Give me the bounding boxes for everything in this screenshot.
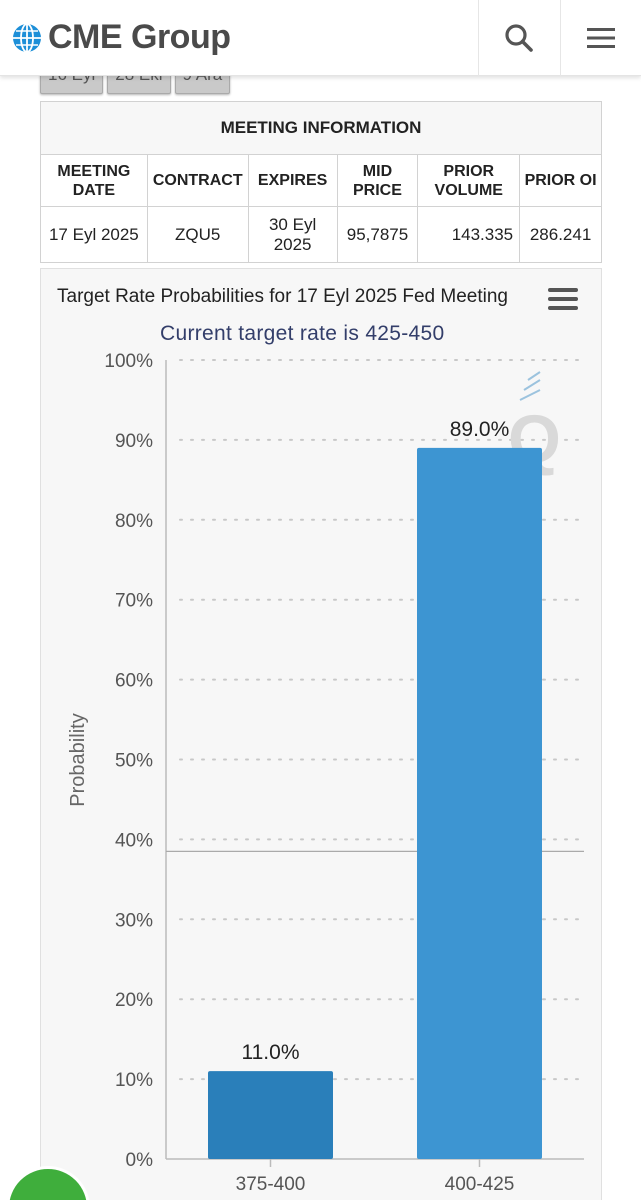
search-icon	[504, 24, 533, 52]
y-axis-label: Probability	[67, 713, 89, 806]
column-header: CONTRACT	[146, 154, 249, 207]
hamburger-menu-icon	[586, 28, 615, 48]
y-tick-label: 80%	[115, 511, 153, 532]
y-tick-label: 0%	[126, 1150, 154, 1171]
y-tick-label: 90%	[115, 431, 153, 452]
y-tick-label: 100%	[104, 351, 153, 372]
x-tick-label: 375-400	[236, 1174, 306, 1195]
y-tick-label: 40%	[115, 830, 153, 851]
chart-title: Target Rate Probabilities for 17 Eyl 202…	[57, 286, 508, 307]
chart-context-menu-button[interactable]	[548, 288, 578, 314]
hamburger-bar	[548, 306, 578, 310]
column-header: EXPIRES	[247, 154, 338, 207]
y-tick-label: 60%	[115, 671, 153, 692]
search-button[interactable]	[478, 0, 558, 76]
expires-cell: 30 Eyl 2025	[247, 206, 338, 263]
column-header: MEETING DATE	[40, 154, 148, 207]
bar-400-425[interactable]	[417, 447, 542, 1159]
y-tick-label: 20%	[115, 990, 153, 1011]
x-tick-label: 400-425	[445, 1174, 515, 1195]
globe-icon	[13, 22, 41, 53]
main-menu-button[interactable]	[560, 0, 640, 76]
meeting-date-cell: 17 Eyl 2025	[40, 206, 148, 263]
column-header: MID PRICE	[336, 154, 419, 207]
y-tick-label: 50%	[115, 751, 153, 772]
y-tick-label: 70%	[115, 591, 153, 612]
meeting-info-table: MEETING INFORMATION MEETING DATE CONTRAC…	[40, 101, 602, 263]
meeting-info-title: MEETING INFORMATION	[40, 101, 602, 155]
brand-name: CME Group	[48, 18, 231, 56]
hamburger-bar	[548, 297, 578, 301]
column-header: PRIOR OI	[519, 154, 602, 207]
hamburger-bar	[548, 288, 578, 292]
y-tick-label: 10%	[115, 1070, 153, 1091]
column-header: PRIOR VOLUME	[417, 154, 521, 207]
top-header: CME Group	[0, 0, 641, 76]
contract-cell: ZQU5	[146, 206, 249, 263]
mid-price-cell: 95,7875	[336, 206, 419, 263]
bar-375-400[interactable]	[208, 1071, 333, 1159]
prior-oi-cell: 286.241	[519, 206, 602, 263]
bar-value-label: 11.0%	[242, 1041, 300, 1064]
bar-value-label: 89.0%	[450, 418, 510, 441]
prior-volume-cell: 143.335	[417, 206, 521, 263]
y-tick-label: 30%	[115, 910, 153, 931]
chart-subtitle: Current target rate is 425-450	[160, 322, 445, 345]
cme-logo[interactable]: CME Group	[12, 0, 231, 76]
